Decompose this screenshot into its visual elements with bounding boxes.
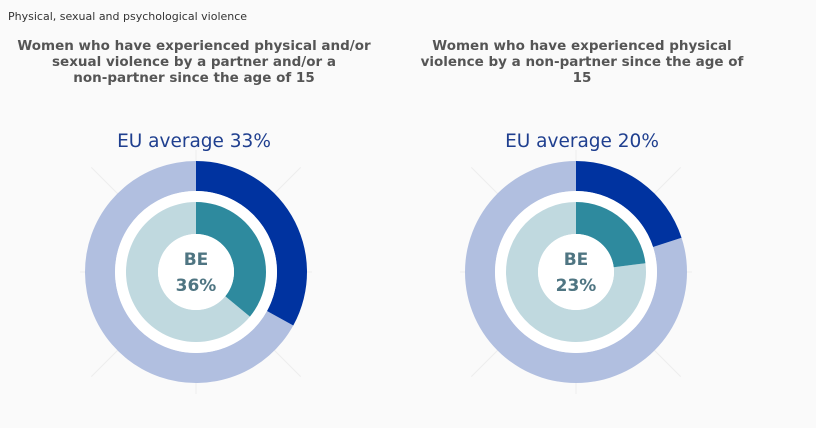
chart-title-line: Women who have experienced physical: [432, 38, 732, 54]
country-code-label: BE: [564, 250, 589, 270]
country-value-label: 36%: [176, 276, 217, 296]
eu-average-arc: [196, 161, 307, 326]
chart-title-line: 15: [572, 70, 592, 86]
country-value-arc: [196, 202, 266, 317]
eu-average-label: EU average 20%: [505, 131, 659, 152]
eu-average-label: EU average 33%: [117, 131, 271, 152]
chart-panel-partner-violence: Women who have experienced physical and/…: [0, 38, 398, 394]
donut-chart: BE 23%: [460, 150, 692, 394]
country-value-label: 23%: [556, 276, 597, 296]
country-value-arc: [576, 202, 646, 268]
chart-panel-non-partner-violence: Women who have experienced physical viol…: [408, 0, 816, 428]
chart-title: Women who have experienced physical and/…: [0, 38, 398, 86]
country-ring-background: [125, 202, 250, 342]
chart-title-line: violence by a non-partner since the age …: [420, 54, 744, 70]
chart-title-line: non-partner since the age of 15: [73, 70, 315, 86]
country-code-label: BE: [184, 250, 209, 270]
section-label: Physical, sexual and psychological viole…: [8, 10, 248, 23]
donut-chart: BE 36%: [80, 150, 312, 394]
chart-title: Women who have experienced physical viol…: [378, 38, 786, 86]
chart-title-line: sexual violence by a partner and/or a: [52, 54, 336, 70]
chart-title-line: Women who have experienced physical and/…: [17, 38, 371, 54]
donut-center: [538, 234, 614, 310]
donut-center: [158, 234, 234, 310]
country-ring-background: [506, 202, 646, 342]
eu-average-arc: [576, 161, 682, 247]
